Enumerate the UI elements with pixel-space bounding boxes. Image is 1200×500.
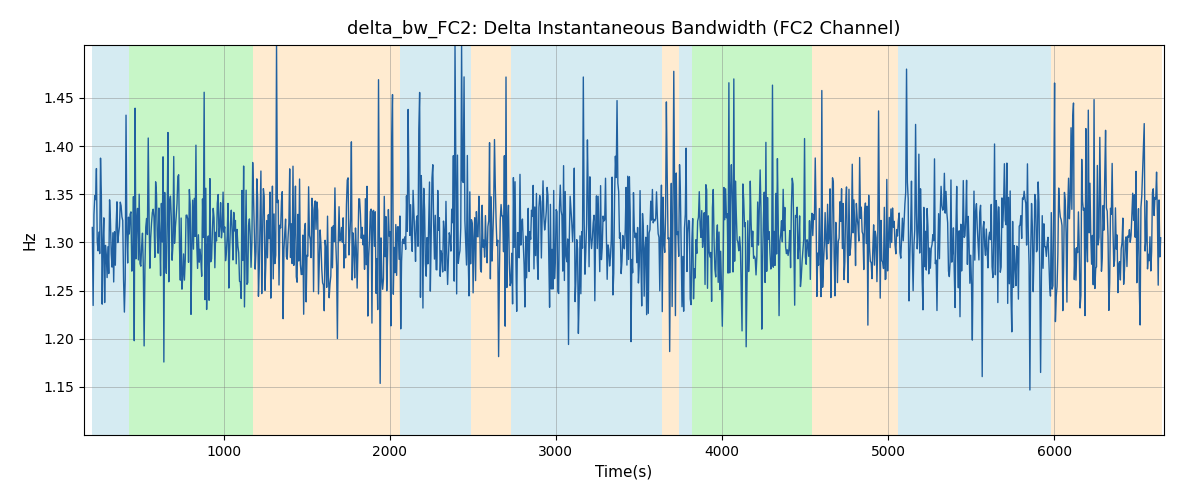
Bar [662,45,679,435]
Bar [898,45,1026,435]
Title: delta_bw_FC2: Delta Instantaneous Bandwidth (FC2 Channel): delta_bw_FC2: Delta Instantaneous Bandwi… [347,20,901,38]
Bar [679,45,692,435]
Bar [92,45,128,435]
Bar [811,45,898,435]
Bar [1026,45,1051,435]
Y-axis label: Hz: Hz [23,230,38,250]
Bar [511,45,662,435]
Bar [472,45,511,435]
Bar [692,45,811,435]
Bar [128,45,253,435]
Bar [400,45,472,435]
Bar [1051,45,1163,435]
Bar [253,45,400,435]
X-axis label: Time(s): Time(s) [595,464,653,479]
